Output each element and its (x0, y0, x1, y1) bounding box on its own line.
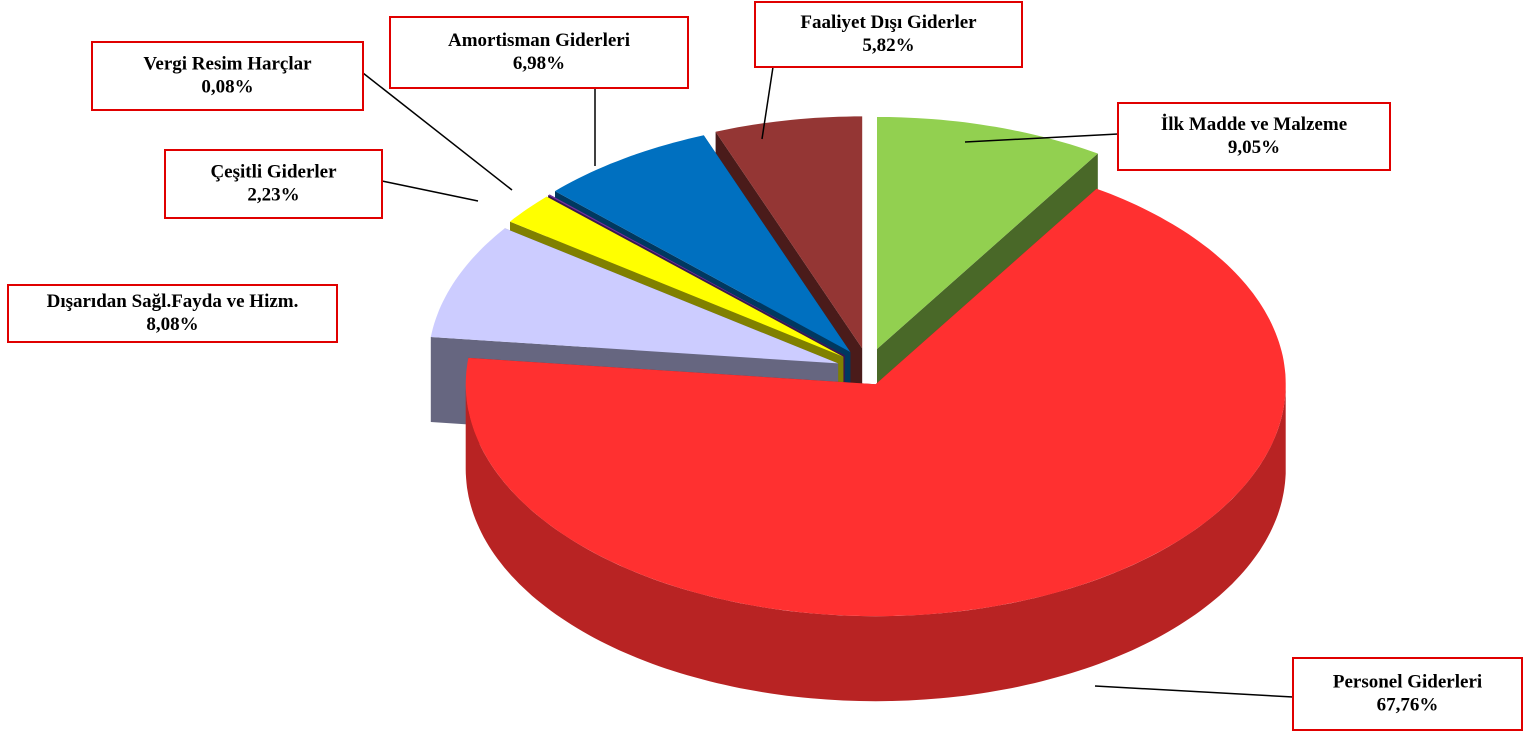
leader-line (964, 133, 1119, 143)
label-name: Vergi Resim Harçlar (143, 53, 312, 74)
leader-line (1094, 685, 1294, 698)
label-value: 5,82% (862, 35, 914, 56)
label-value: 67,76% (1377, 694, 1439, 715)
slice-side (465, 384, 1286, 702)
label-name: Amortisman Giderleri (448, 30, 630, 51)
label-value: 9,05% (1228, 137, 1280, 158)
label-name: Personel Giderleri (1333, 671, 1482, 692)
slice-top (430, 228, 839, 364)
label-value: 0,08% (201, 76, 253, 97)
label-name: Dışarıdan Sağl.Fayda ve Hizm. (47, 291, 299, 312)
leader-line (761, 66, 774, 140)
label-value: 8,08% (146, 314, 198, 335)
label-box (389, 16, 689, 89)
slice-top (510, 196, 844, 357)
slice-top (555, 135, 851, 352)
label-box (754, 1, 1023, 68)
label-box (1292, 657, 1523, 731)
label-name: İlk Madde ve Malzeme (1161, 114, 1347, 135)
label-box (1117, 102, 1391, 171)
slice-top (548, 194, 845, 356)
slice-top (465, 188, 1286, 617)
label-box (164, 149, 383, 219)
label-box (7, 284, 338, 343)
leader-line (362, 72, 513, 191)
label-box (91, 41, 364, 111)
leader-line (381, 180, 479, 202)
label-name: Faaliyet Dışı Giderler (800, 12, 977, 33)
slice-top (715, 116, 863, 349)
label-value: 6,98% (513, 53, 565, 74)
slice-tops (430, 116, 1286, 617)
slice-top (877, 117, 1098, 349)
label-value: 2,23% (247, 184, 299, 205)
label-name: Çeşitli Giderler (210, 161, 337, 182)
